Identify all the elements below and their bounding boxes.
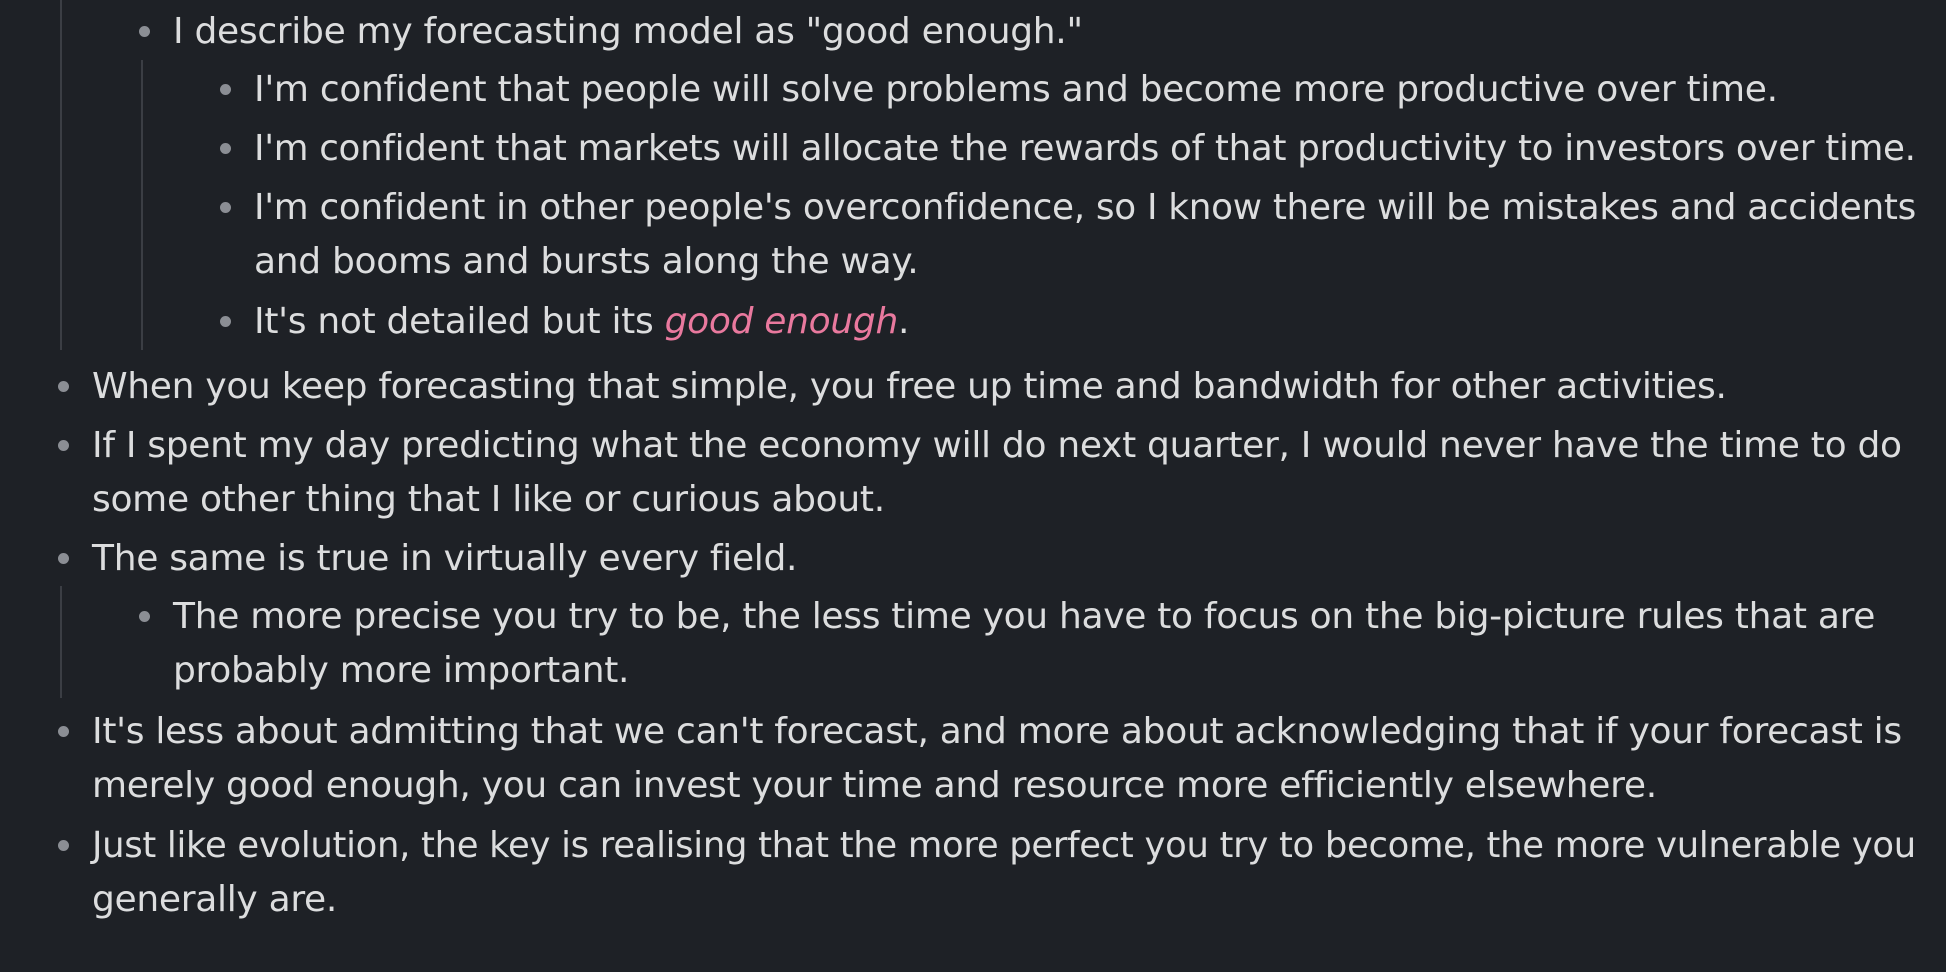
bullet-icon <box>139 26 150 37</box>
list-item: It's less about admitting that we can't … <box>92 711 1902 752</box>
bullet-icon <box>58 440 69 451</box>
list-item: When you keep forecasting that simple, y… <box>92 366 1727 407</box>
list-item-text: It's not detailed but its <box>254 301 665 342</box>
list-item: The more precise you try to be, the less… <box>173 596 1876 637</box>
indent-guide <box>60 586 62 698</box>
emphasis-text: good enough <box>664 301 899 342</box>
list-item-continuation: merely good enough, you can invest your … <box>92 765 1657 806</box>
list-item-continuation: some other thing that I like or curious … <box>92 479 885 520</box>
bullet-icon <box>139 611 150 622</box>
bullet-icon <box>220 143 231 154</box>
list-item-continuation: generally are. <box>92 879 338 920</box>
bullet-icon <box>220 316 231 327</box>
list-item: If I spent my day predicting what the ec… <box>92 425 1902 466</box>
indent-guide <box>60 0 62 350</box>
list-item: Just like evolution, the key is realisin… <box>92 825 1916 866</box>
indent-guide <box>141 60 143 350</box>
list-item: I describe my forecasting model as "good… <box>173 11 1083 52</box>
bullet-icon <box>58 840 69 851</box>
bullet-icon <box>220 202 231 213</box>
list-item: The same is true in virtually every fiel… <box>92 538 798 579</box>
bullet-icon <box>220 84 231 95</box>
list-item-continuation: and booms and bursts along the way. <box>254 241 919 282</box>
list-item: It's not detailed but its good enough. <box>254 295 909 349</box>
bullet-icon <box>58 381 69 392</box>
list-item: I'm confident in other people's overconf… <box>254 187 1916 228</box>
list-item: I'm confident that markets will allocate… <box>254 128 1916 169</box>
list-item-continuation: probably more important. <box>173 650 630 691</box>
list-item: I'm confident that people will solve pro… <box>254 69 1778 110</box>
bullet-icon <box>58 726 69 737</box>
bullet-icon <box>58 553 69 564</box>
list-item-text: . <box>897 301 910 342</box>
